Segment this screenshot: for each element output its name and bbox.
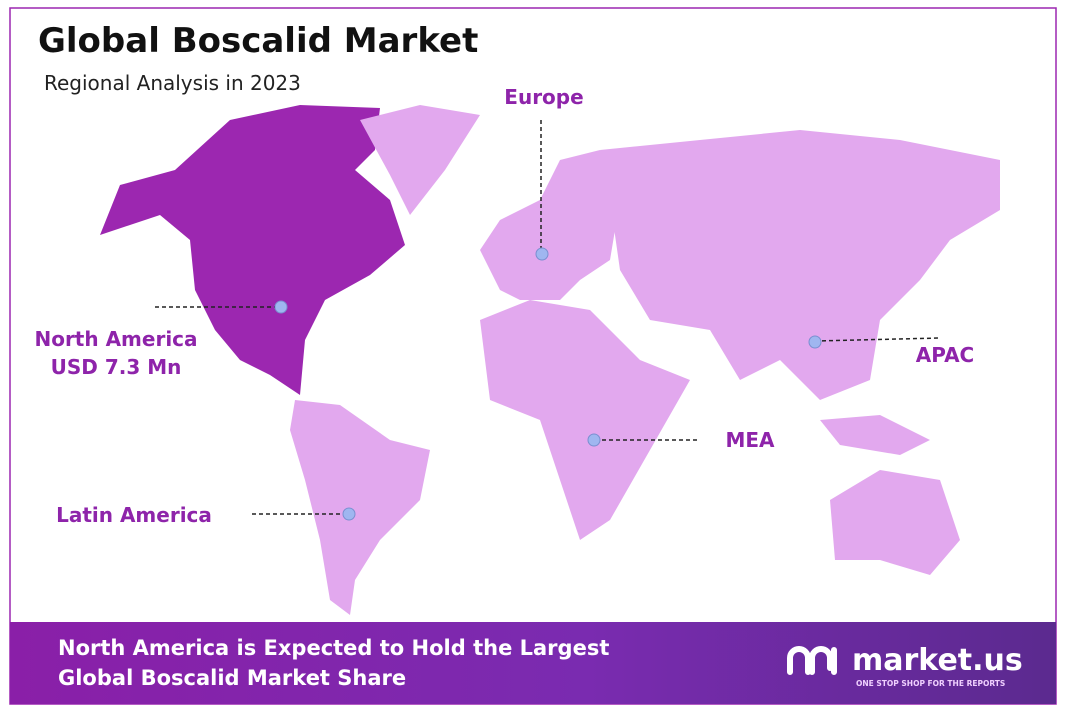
logo: market.us ONE STOP SHOP FOR THE REPORTS	[787, 643, 1023, 688]
marker	[342, 507, 356, 521]
africa	[480, 300, 690, 540]
leaders	[155, 120, 941, 521]
footer-text: North America is Expected to Hold the La…	[58, 636, 609, 660]
marker	[274, 300, 288, 314]
footer-band	[10, 622, 1056, 704]
world-map	[100, 105, 1000, 615]
logo-tagline: ONE STOP SHOP FOR THE REPORTS	[856, 679, 1005, 688]
region-label: North America	[34, 327, 197, 351]
subtitle: Regional Analysis in 2023	[44, 71, 301, 95]
region-label: MEA	[725, 428, 775, 452]
marker	[808, 335, 822, 349]
marker	[587, 433, 601, 447]
region-label: Latin America	[56, 503, 212, 527]
region-label: Europe	[504, 85, 583, 109]
asia	[600, 130, 1000, 400]
marker	[535, 247, 549, 261]
logo-name: market.us	[852, 643, 1023, 678]
north-america	[100, 105, 405, 395]
south-america	[290, 400, 430, 615]
region-value: USD 7.3 Mn	[51, 355, 182, 379]
logo-icon	[787, 646, 837, 675]
indonesia	[820, 415, 930, 455]
australia	[830, 470, 960, 575]
region-label: APAC	[916, 343, 974, 367]
greenland	[360, 105, 480, 215]
title: Global Boscalid Market	[38, 21, 478, 61]
footer-text: Global Boscalid Market Share	[58, 666, 406, 690]
europe	[480, 150, 620, 300]
